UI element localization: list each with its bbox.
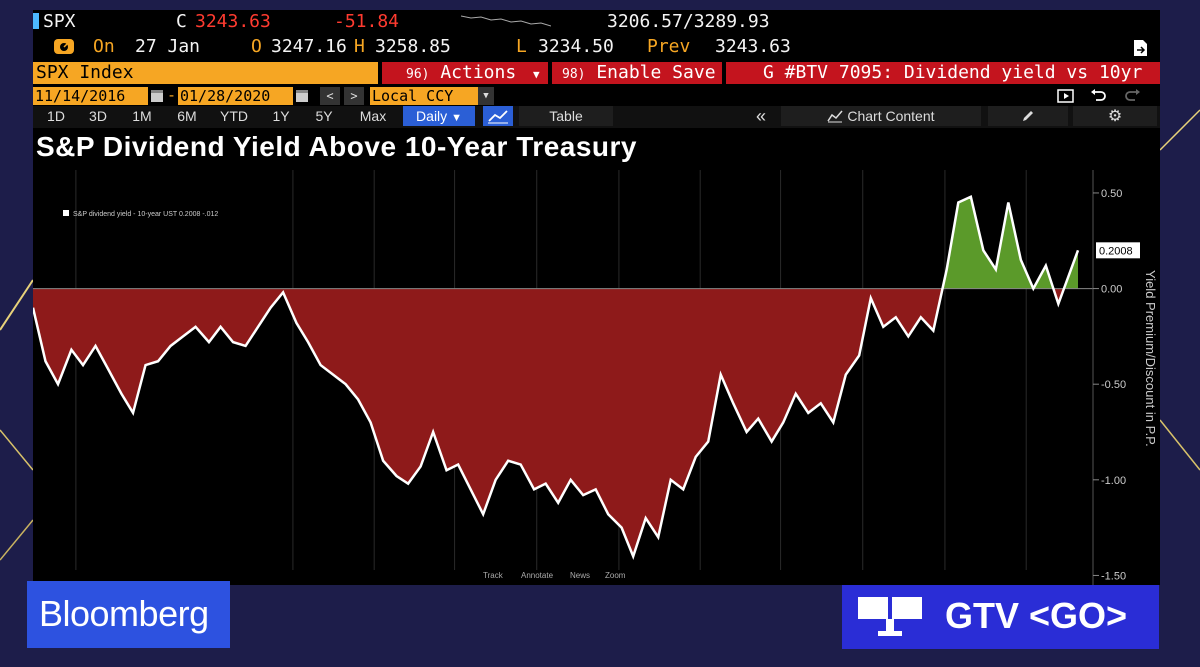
y-tick-label: -1.50 <box>1101 570 1126 582</box>
prev-label: Prev <box>647 36 691 57</box>
chevron-down-icon: ▼ <box>533 68 540 81</box>
quote-line-1: SPX C 3243.63 -51.84 3206.57/3289.93 <box>33 10 1160 32</box>
legend-swatch <box>63 210 69 216</box>
frequency-select[interactable]: Daily ▼ <box>403 106 475 126</box>
legend-text: S&P dividend yield - 10-year UST 0.2008 … <box>73 211 218 218</box>
chart-content-icon <box>827 110 844 123</box>
open-label: O <box>251 36 262 57</box>
enable-save-label: Enable Save <box>596 62 716 83</box>
period-ytd[interactable]: YTD <box>220 108 248 124</box>
period-1y[interactable]: 1Y <box>272 108 290 124</box>
track-tool[interactable]: Track <box>483 571 504 580</box>
period-1d[interactable]: 1D <box>47 108 65 124</box>
close-label: C <box>176 11 187 32</box>
quote-date: 27 Jan <box>135 36 201 57</box>
y-tick-label: 0.00 <box>1101 284 1122 296</box>
chart-content-button[interactable]: Chart Content <box>781 106 981 126</box>
currency-value: Local CCY <box>372 87 454 105</box>
day-range: 3206.57/3289.93 <box>607 11 770 32</box>
ticker-label: SPX <box>43 11 76 32</box>
period-1m[interactable]: 1M <box>132 108 152 124</box>
actions-menu[interactable]: 96) Actions ▼ <box>382 62 548 84</box>
undo-icon[interactable] <box>1088 88 1108 104</box>
range-forward-button[interactable]: > <box>344 87 364 105</box>
graph-title-field[interactable]: G #BTV 7095: Dividend yield vs 10yr <box>726 62 1160 84</box>
gear-icon: ⚙ <box>1107 108 1123 125</box>
currency-select[interactable]: Local CCY <box>370 87 494 105</box>
collapse-icon[interactable]: « <box>755 106 766 126</box>
line-chart-icon <box>488 110 508 124</box>
end-date-input[interactable]: 01/28/2020 <box>178 87 293 105</box>
price-change: -51.84 <box>334 11 400 32</box>
chart-area[interactable]: 0.500.00-0.50-1.00-1.50 2017SepDecMarJun… <box>33 170 1160 585</box>
table-button[interactable]: Table <box>519 106 613 126</box>
security-field[interactable]: SPX Index <box>33 62 378 84</box>
date-range-bar: 11/14/2016 - 01/28/2020 < > Local CCY ▼ <box>33 86 1160 106</box>
actions-label: Actions <box>440 62 517 83</box>
period-max[interactable]: Max <box>359 108 387 124</box>
edit-button[interactable] <box>988 106 1068 126</box>
monitor-icon <box>858 597 922 636</box>
chart-footer-tools: Track Annotate News Zoom <box>483 571 626 580</box>
low-price: 3234.50 <box>538 36 614 57</box>
last-value-box <box>1096 242 1140 259</box>
gtv-go-banner: GTV <GO> <box>842 585 1159 649</box>
video-icon[interactable] <box>1056 89 1076 103</box>
redo-icon[interactable] <box>1123 88 1143 104</box>
y-tick-label: 0.50 <box>1101 188 1122 200</box>
sparkline-icon <box>461 15 551 27</box>
series-line <box>33 195 1080 560</box>
gtv-go-text: GTV <GO> <box>945 595 1128 636</box>
quote-line-2: On 27 Jan O 3247.16 H 3258.85 L 3234.50 … <box>33 34 1160 60</box>
start-date-input[interactable]: 11/14/2016 <box>33 87 148 105</box>
y-tick-label: -0.50 <box>1101 379 1126 391</box>
actions-number: 96) <box>406 67 430 82</box>
period-5y[interactable]: 5Y <box>315 108 333 124</box>
ticker-marker <box>33 13 39 29</box>
end-date-value: 01/28/2020 <box>180 87 271 105</box>
y-axis-label: Yield Premium/Discount in P.P. <box>1143 270 1158 447</box>
alert-gauge-icon[interactable] <box>53 37 75 55</box>
save-number: 98) <box>562 67 586 82</box>
high-label: H <box>354 36 365 57</box>
chart-title: S&P Dividend Yield Above 10-Year Treasur… <box>36 131 637 162</box>
open-price: 3247.16 <box>271 36 347 57</box>
menu-bar: SPX Index 96) Actions ▼ 98) Enable Save … <box>33 62 1160 84</box>
negative-area-fill <box>33 288 1064 557</box>
chevron-down-icon[interactable]: ▼ <box>478 87 494 105</box>
close-price: 3243.63 <box>195 11 271 32</box>
period-6m[interactable]: 6M <box>177 108 197 124</box>
chevron-left-icon: < <box>326 89 334 103</box>
chart-content-label: Chart Content <box>847 108 935 124</box>
enable-save-button[interactable]: 98) Enable Save <box>552 62 722 84</box>
bloomberg-terminal-window: SPX C 3243.63 -51.84 3206.57/3289.93 On … <box>33 10 1160 585</box>
annotate-tool[interactable]: Annotate <box>521 571 554 580</box>
range-back-button[interactable]: < <box>320 87 340 105</box>
chevron-down-icon: ▼ <box>451 112 462 124</box>
zoom-tool[interactable]: Zoom <box>605 571 626 580</box>
range-dash: - <box>167 86 177 104</box>
calendar-icon[interactable] <box>295 88 309 104</box>
chevron-right-icon: > <box>350 89 358 103</box>
settings-button[interactable]: ⚙ <box>1073 106 1157 126</box>
on-label: On <box>93 36 115 57</box>
export-icon[interactable] <box>1131 38 1149 58</box>
y-tick-label: -1.00 <box>1101 475 1126 487</box>
start-date-value: 11/14/2016 <box>35 87 126 105</box>
news-tool[interactable]: News <box>570 571 590 580</box>
calendar-icon[interactable] <box>150 88 164 104</box>
chart-toolbar: 1D 3D 1M 6M YTD 1Y 5Y Max Daily ▼ Table … <box>33 106 1160 128</box>
line-chart-button[interactable] <box>483 106 513 126</box>
high-price: 3258.85 <box>375 36 451 57</box>
last-value-label: 0.2008 <box>1099 245 1133 257</box>
area-chart: 0.500.00-0.50-1.00-1.50 2017SepDecMarJun… <box>33 170 1158 585</box>
low-label: L <box>516 36 527 57</box>
bloomberg-logo: Bloomberg <box>27 581 230 648</box>
pencil-icon <box>1023 111 1033 121</box>
positive-area-fill <box>33 196 1078 289</box>
period-3d[interactable]: 3D <box>89 108 107 124</box>
frequency-label: Daily <box>416 108 448 124</box>
prev-price: 3243.63 <box>715 36 791 57</box>
